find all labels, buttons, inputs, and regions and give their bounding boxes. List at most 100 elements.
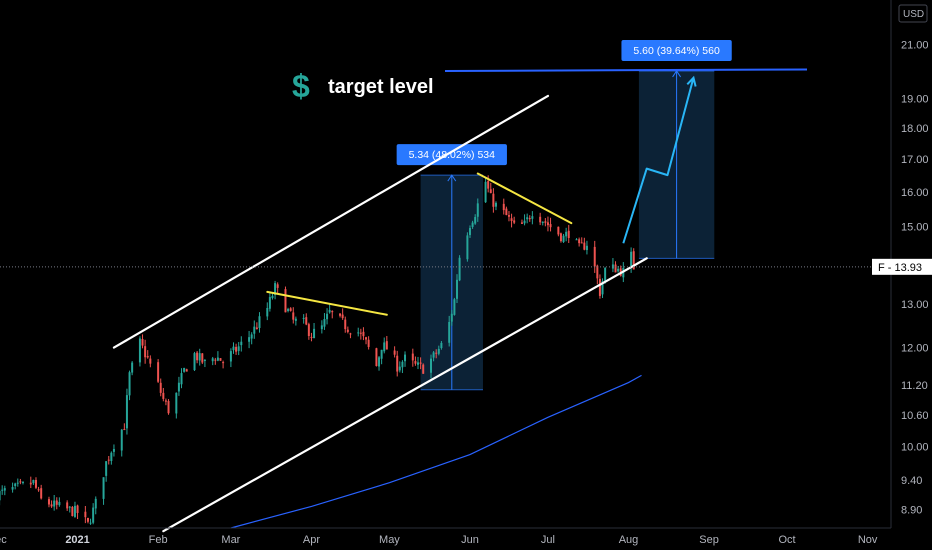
candle-body [453,299,456,315]
candle-body [92,507,95,523]
y-tick-label: 13.00 [901,299,929,311]
currency-badge[interactable] [898,4,928,23]
candle-body [437,348,440,354]
candle-body [29,482,32,485]
candle-body [53,500,56,507]
measure-box-layer: 5.34 (48.02%) 534 5.60 (39.64%) 560 [396,39,732,391]
candle-body [546,222,549,226]
candle-body [502,203,505,211]
candle-body [458,257,461,281]
x-tick-label: Sep [699,534,719,546]
candle-body [492,193,495,207]
candle-body [19,481,22,483]
candle-body [177,382,180,392]
candle-body [58,501,61,506]
candle-body [326,313,329,320]
candle-body [180,373,183,385]
dollar-sign-icon: $ [292,68,310,104]
candle-body [630,251,633,268]
candle-body [237,346,240,351]
candle-body [73,505,76,517]
candle-body [203,359,206,361]
candle-body [417,362,420,365]
y-tick-label: 11.20 [901,380,928,392]
candle-body [367,339,370,347]
candle-body [258,316,261,329]
candle-body [328,309,331,313]
trendline[interactable] [266,290,388,316]
candle-body [289,308,292,311]
candle-body [112,448,115,452]
candle-body [274,283,277,295]
candle-body [585,245,588,251]
candle-body [185,369,188,372]
measure-box-label: 5.60 (39.64%) 560 [633,45,720,57]
y-tick-label: 21.00 [901,40,929,52]
candle-body [167,400,170,414]
candle-body [84,511,87,518]
candle-body [440,342,443,349]
x-tick-label: Apr [303,534,320,546]
measure-box-arrowhead [447,174,457,182]
candle-body [266,307,269,317]
candle-body [40,488,43,499]
candle-body [86,517,89,522]
candle-body [489,189,492,194]
x-tick-label: Jul [541,534,555,546]
candle-body [21,482,24,484]
candle-body [89,522,92,524]
upper-channel-line[interactable] [112,94,550,349]
candle-body [531,216,534,219]
candle-body [507,215,510,217]
candle-body [162,392,165,399]
candle-body [128,372,131,396]
candle-body [144,346,147,358]
candle-body [255,327,258,329]
projection-path[interactable] [622,77,695,244]
trendline[interactable] [476,172,573,225]
y-tick-label: 9.40 [901,475,922,487]
y-tick-label: 10.00 [901,441,929,453]
candle-body [583,242,586,250]
candle-body [359,332,362,334]
target-level-line[interactable] [444,68,808,72]
y-tick-label: 10.60 [901,410,929,422]
candle-body [214,359,217,361]
candle-body [198,353,201,361]
candle-body [211,358,214,362]
x-tick-label: 2021 [65,534,89,546]
lower-channel-line[interactable] [162,257,648,533]
candle-body [76,505,79,513]
candle-body [253,326,256,334]
candle-body [411,353,414,361]
candle-body [123,429,126,431]
candle-body [14,483,17,487]
x-tick-label: May [379,534,400,546]
candle-body [284,289,287,313]
y-tick-label: 12.00 [901,343,929,355]
candle-body [365,337,368,340]
x-tick-label: Oct [778,534,795,546]
moving-average-layer [230,374,642,529]
candle-body [11,487,14,490]
candle-body [107,459,110,461]
candle-body [66,502,69,509]
price-axis[interactable]: USD 8.90 9.40 10.00 10.60 11.20 12.00 13.00 15.… [890,0,929,528]
time-axis[interactable]: Dec 2021 Feb Mar Apr May Jun Jul Aug Sep Oct Nov [0,527,891,546]
candle-body [313,328,316,339]
candle-body [539,216,542,223]
candle-body [287,308,290,312]
candle-body [513,220,516,223]
candle-body [302,317,305,319]
candle-body [201,353,204,363]
title-annotation: $ target level [292,68,434,104]
candle-body [378,357,381,367]
candle-body [471,222,474,227]
candle-body [357,332,360,334]
last-price-tag [872,258,932,275]
candle-body [362,331,365,337]
candle-body [37,489,40,491]
candle-body [183,367,186,372]
candle-body [601,281,604,295]
